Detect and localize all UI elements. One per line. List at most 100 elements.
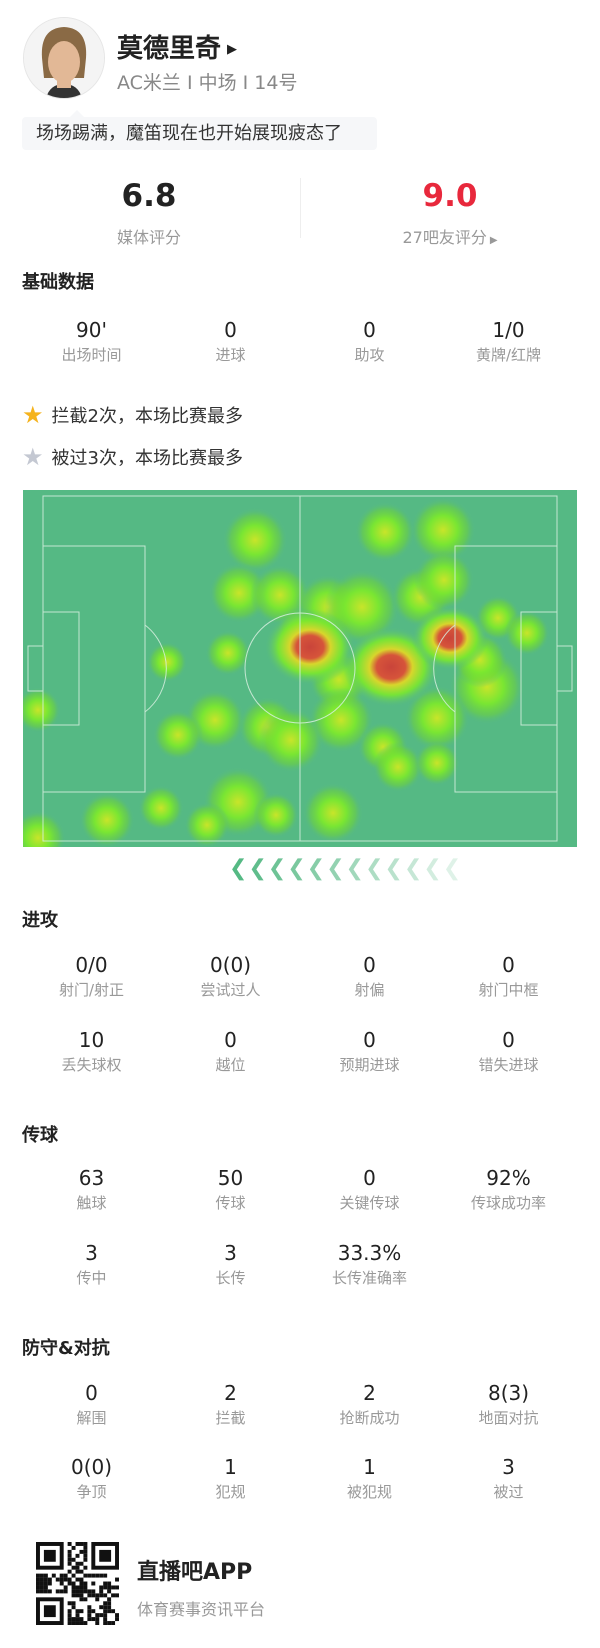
chevron-left-icon: ❮ <box>384 856 403 881</box>
stat-value: 0 <box>363 953 376 977</box>
heat-blob <box>414 740 460 786</box>
stat-label: 预期进球 <box>339 1056 400 1074</box>
stat-value: 0(0) <box>70 1455 113 1479</box>
chevron-left-icon: ❮ <box>306 856 326 881</box>
media-rating-label: 媒体评分 <box>116 228 181 247</box>
heat-blob <box>153 710 203 760</box>
player-photo-icon <box>24 18 104 98</box>
qr-code[interactable] <box>36 1542 119 1625</box>
section-title-passing: 传球 <box>22 1125 58 1146</box>
stat-basic: 0 进球 <box>161 316 300 366</box>
attack-stats-grid: 0/0 射门/射正 0(0) 尝试过人 0 射偏 0 射门中框 10 丢失球权 0 越位 0 预期进球 0 错… <box>22 951 578 1076</box>
stat-defense: 3 被过 <box>439 1453 578 1503</box>
heat-blob <box>147 642 187 682</box>
chevron-left-icon: ❮ <box>267 856 287 881</box>
heat-blob <box>222 507 288 573</box>
stat-value: 63 <box>78 1166 105 1190</box>
rating-divider <box>300 178 301 238</box>
heat-blob <box>308 687 374 753</box>
stat-label: 尝试过人 <box>200 981 261 999</box>
stat-passing: 92% 传球成功率 <box>439 1164 578 1214</box>
stat-value: 0 <box>363 1028 376 1052</box>
heat-blob <box>184 802 230 847</box>
stat-value: 1/0 <box>492 318 525 342</box>
stat-passing: 50 传球 <box>161 1164 300 1214</box>
caret-right-icon: ▶ <box>489 235 498 246</box>
basic-stats-grid: 90' 出场时间 0 进球 0 助攻 1/0 黄牌/红牌 <box>22 316 578 366</box>
chevron-left-icon: ❮ <box>365 856 384 881</box>
stat-passing: 0 关键传球 <box>300 1164 439 1214</box>
stat-label: 助攻 <box>354 346 385 364</box>
stat-value: 1 <box>224 1455 237 1479</box>
stat-attack: 0 预期进球 <box>300 1026 439 1076</box>
comment-bubble: 场场踢满，魔笛现在也开始展现疲态了 <box>22 110 377 150</box>
stat-defense: 1 被犯规 <box>300 1453 439 1503</box>
section-title-defense: 防守&对抗 <box>22 1338 110 1359</box>
highlight-text: 被过3次，本场比赛最多 <box>51 448 243 469</box>
stat-value: 8(3) <box>487 1381 530 1405</box>
stat-label: 射偏 <box>354 981 385 999</box>
stat-value: 33.3% <box>337 1241 402 1265</box>
stat-label: 被犯规 <box>346 1483 392 1501</box>
caret-right-icon: ▶ <box>227 42 238 57</box>
stat-value: 3 <box>85 1241 98 1265</box>
stat-label: 越位 <box>215 1056 246 1074</box>
stat-value: 0 <box>363 1166 376 1190</box>
stat-value: 3 <box>224 1241 237 1265</box>
player-name-link[interactable]: 莫德里奇 ▶ <box>117 28 237 65</box>
chevron-left-icon: ❮ <box>423 856 442 881</box>
stat-defense: 1 犯规 <box>161 1453 300 1503</box>
player-avatar[interactable] <box>23 17 105 99</box>
stat-label: 争顶 <box>76 1483 107 1501</box>
heatmap <box>23 495 573 847</box>
stat-label: 长传准确率 <box>331 1269 407 1287</box>
chevron-left-icon: ❮ <box>403 856 423 881</box>
stat-label: 出场时间 <box>61 346 122 364</box>
stat-basic: 1/0 黄牌/红牌 <box>439 316 578 366</box>
heat-blob <box>303 783 363 843</box>
stat-label: 黄牌/红牌 <box>475 346 542 364</box>
chevron-left-icon: ❮ <box>248 856 267 881</box>
stat-value: 0 <box>224 318 237 342</box>
heat-blob <box>253 792 299 838</box>
stat-label: 射门中框 <box>478 981 539 999</box>
stat-defense: 2 拦截 <box>161 1379 300 1429</box>
stat-label: 传中 <box>76 1269 107 1287</box>
stat-value: 0/0 <box>75 953 108 977</box>
stat-defense: 0(0) 争顶 <box>22 1453 161 1503</box>
stat-label: 被过 <box>493 1483 524 1501</box>
stat-value: 50 <box>217 1166 244 1190</box>
stat-value: 90' <box>76 318 107 342</box>
media-rating: 6.8 <box>121 178 177 214</box>
attack-direction-arrows: ❮ ❮ ❮ ❮ ❮ ❮ ❮ ❮ ❮ ❮ ❮ ❮ <box>229 858 461 880</box>
stat-passing: 63 触球 <box>22 1164 161 1214</box>
stat-defense: 2 抢断成功 <box>300 1379 439 1429</box>
stat-label: 传球成功率 <box>470 1194 546 1212</box>
stat-value: 2 <box>224 1381 237 1405</box>
stat-passing: 3 传中 <box>22 1239 161 1289</box>
chevron-left-icon: ❮ <box>326 856 345 881</box>
stat-value: 0 <box>85 1381 98 1405</box>
stat-label: 抢断成功 <box>339 1409 400 1427</box>
stat-basic: 90' 出场时间 <box>22 316 161 366</box>
stat-defense: 8(3) 地面对抗 <box>439 1379 578 1429</box>
stat-label: 传球 <box>215 1194 246 1212</box>
player-info: AC米兰 I 中场 I 14号 <box>117 72 298 94</box>
stat-attack: 0 射偏 <box>300 951 439 1001</box>
section-title-attack: 进攻 <box>22 910 58 931</box>
stat-value: 1 <box>363 1455 376 1479</box>
heat-blob <box>258 707 324 773</box>
fan-rating-link[interactable]: 27吧友评分 ▶ <box>350 224 550 248</box>
qr-code-icon <box>36 1542 119 1625</box>
chevron-left-icon: ❮ <box>442 856 462 881</box>
stat-label: 关键传球 <box>339 1194 400 1212</box>
app-name: 直播吧APP <box>137 1560 253 1585</box>
stat-attack: 0 射门中框 <box>439 951 578 1001</box>
stat-value: 0 <box>502 1028 515 1052</box>
highlight-interceptions: ★ 拦截2次，本场比赛最多 <box>22 402 243 428</box>
stat-value: 92% <box>486 1166 531 1190</box>
app-tagline: 体育赛事资讯平台 <box>137 1600 266 1619</box>
chevron-left-icon: ❮ <box>229 856 248 881</box>
stat-label: 长传 <box>215 1269 246 1287</box>
